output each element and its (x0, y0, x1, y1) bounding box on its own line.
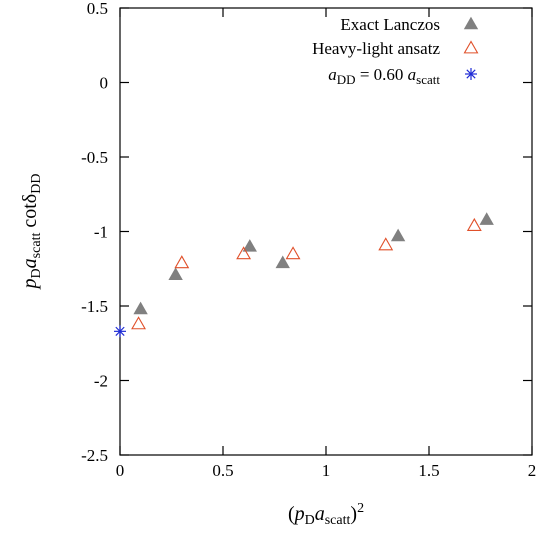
data-point-series-0 (133, 301, 148, 315)
data-point-series-2 (114, 325, 126, 338)
data-point-series-1 (466, 217, 482, 231)
data-point-series-1 (236, 246, 252, 260)
data-point-series-1 (174, 255, 190, 269)
y-tick-label: 0.5 (87, 0, 108, 18)
x-tick-label: 2 (528, 461, 537, 480)
legend-label-series-1: Heavy-light ansatz (312, 39, 440, 58)
x-tick-label: 1.5 (418, 461, 439, 480)
legend-marker-series-1 (463, 40, 479, 54)
data-point-series-0 (242, 239, 257, 252)
data-point-series-1 (285, 246, 301, 260)
y-tick-label: -1 (94, 223, 108, 242)
legend-label-series-0: Exact Lanczos (340, 15, 440, 34)
data-point-series-0 (479, 212, 494, 225)
data-point-series-0 (390, 228, 406, 242)
legend-marker-series-2 (465, 68, 477, 80)
y-tick-label: 0 (100, 74, 109, 93)
legend: Exact Lanczos Heavy-light ansatz aDD = 0.6… (312, 15, 479, 87)
data-point-series-1 (378, 237, 394, 251)
y-axis-label: pDascatt cotδDD (19, 174, 44, 291)
legend-marker-series-0 (463, 16, 479, 30)
plot-frame (119, 7, 533, 456)
tick-labels: 0 0.5 1 1.5 2 0.5 0 -0.5 -1 -1.5 -2 -2.5 (81, 0, 536, 480)
legend-label-series-2: aDD = 0.60 ascatt (328, 65, 440, 87)
y-tick-label: -1.5 (81, 297, 108, 316)
data-points (114, 212, 494, 338)
data-point-series-0 (168, 267, 183, 280)
x-axis-label: (pDascatt)2 (288, 501, 364, 528)
y-tick-label: -0.5 (81, 148, 108, 167)
x-tick-label: 0 (116, 461, 125, 480)
x-tick-label: 0.5 (212, 461, 233, 480)
y-tick-label: -2.5 (81, 446, 108, 465)
data-point-series-1 (131, 316, 146, 330)
y-tick-label: -2 (94, 372, 108, 391)
x-tick-label: 1 (322, 461, 331, 480)
data-point-series-0 (275, 255, 290, 269)
